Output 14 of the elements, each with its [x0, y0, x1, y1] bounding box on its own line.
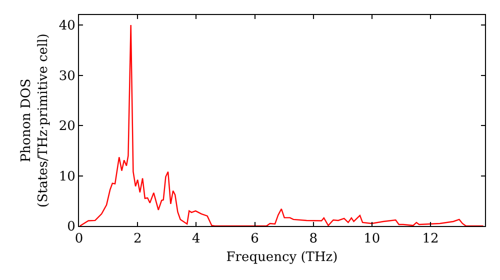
x-axis-title: Frequency (THz) — [226, 250, 338, 266]
x-tick-label: 8 — [309, 232, 318, 247]
line-series — [79, 24, 484, 226]
x-tick-label: 10 — [364, 232, 380, 247]
y-tick-label: 0 — [67, 220, 76, 235]
x-tick-label: 2 — [133, 232, 142, 247]
x-tick-label: 12 — [422, 232, 439, 247]
x-tick-label: 4 — [192, 232, 200, 247]
x-tick-label: 6 — [250, 232, 259, 247]
y-axis-title: Phonon DOS (States/THz·primitive cell) — [18, 33, 51, 208]
y-tick-label: 40 — [58, 18, 76, 34]
y-tick-label: 10 — [58, 169, 76, 184]
y-tick-label: 20 — [58, 119, 76, 134]
y-tick-label: 30 — [58, 68, 76, 84]
